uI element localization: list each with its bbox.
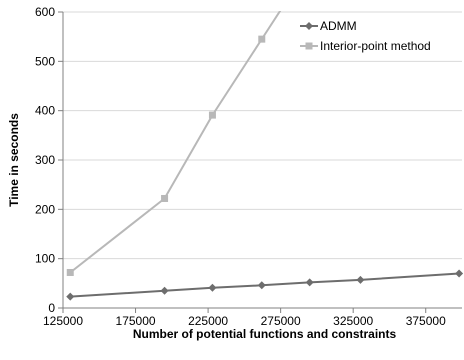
data-point-0-6 [455, 269, 464, 278]
data-point-1-2 [208, 111, 216, 119]
data-point-0-3 [257, 281, 266, 290]
y-axis-title: Time in seconds [7, 113, 21, 207]
data-point-0-5 [356, 275, 365, 284]
y-tick-label-1: 100 [35, 252, 55, 266]
y-tick-label-3: 300 [35, 153, 55, 167]
x-tick-label-1: 175000 [116, 314, 156, 328]
x-axis-title: Number of potential functions and constr… [133, 327, 397, 341]
y-tick-label-5: 500 [35, 54, 55, 68]
data-point-1-3 [258, 35, 266, 43]
x-tick-label-0: 125000 [43, 314, 83, 328]
y-tick-label-2: 200 [35, 202, 55, 216]
series-admm [66, 269, 464, 301]
x-tick-label-2: 225000 [188, 314, 228, 328]
legend-label-0: ADMM [320, 19, 357, 33]
y-tick-label-0: 0 [48, 301, 55, 315]
data-point-1-1 [161, 194, 169, 202]
x-tick-label-3: 275000 [261, 314, 301, 328]
data-point-0-1 [160, 286, 169, 295]
y-tick-label-6: 600 [35, 5, 55, 19]
data-point-0-4 [305, 278, 314, 287]
data-point-1-0 [66, 268, 74, 276]
series-interior-point-method [66, 11, 282, 276]
legend-label-1: Interior-point method [320, 39, 431, 53]
data-point-0-0 [66, 292, 75, 301]
y-tick-label-4: 400 [35, 104, 55, 118]
legend-marker-0 [305, 22, 313, 30]
legend-marker-1 [305, 42, 313, 50]
x-tick-label-4: 325000 [333, 314, 373, 328]
data-point-0-2 [208, 283, 217, 292]
x-tick-label-5: 375000 [406, 314, 446, 328]
